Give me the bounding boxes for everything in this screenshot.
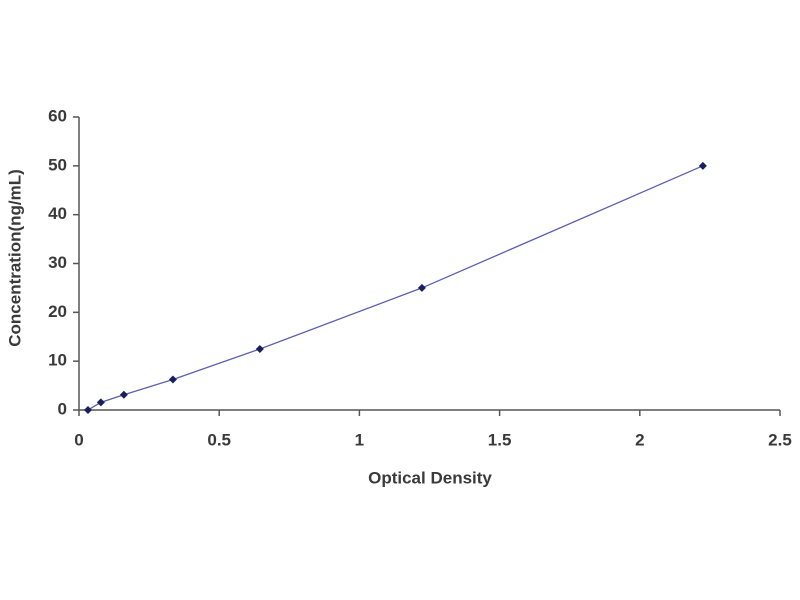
- data-point: [698, 161, 707, 170]
- y-tick-label: 40: [48, 204, 67, 223]
- x-tick-label: 2.5: [768, 430, 792, 449]
- y-tick-label: 20: [48, 302, 67, 321]
- x-tick-label: 1: [355, 430, 364, 449]
- data-point: [96, 398, 105, 407]
- x-tick-label: 0.5: [207, 430, 231, 449]
- data-point: [417, 283, 426, 292]
- y-tick-label: 0: [58, 399, 67, 418]
- x-tick-label: 0: [74, 430, 83, 449]
- data-point: [119, 390, 128, 399]
- x-tick-label: 2: [635, 430, 644, 449]
- data-point: [255, 344, 264, 353]
- y-tick-label: 30: [48, 253, 67, 272]
- fit-line: [87, 165, 704, 411]
- y-tick-label: 50: [48, 155, 67, 174]
- x-tick-label: 1.5: [488, 430, 512, 449]
- y-axis-label: Concentration(ng/mL): [5, 169, 24, 347]
- data-point: [83, 406, 92, 414]
- y-tick-label: 10: [48, 351, 67, 370]
- y-tick-label: 60: [48, 106, 67, 125]
- x-axis-label: Optical Density: [368, 468, 492, 487]
- data-point: [168, 375, 177, 384]
